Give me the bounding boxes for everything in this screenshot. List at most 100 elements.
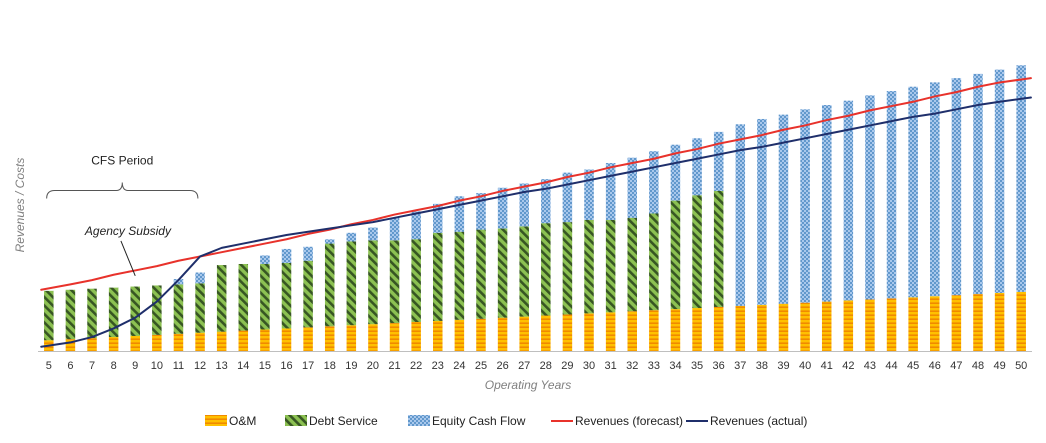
agency-subsidy-pointer <box>120 240 136 277</box>
bar-o-m-7 <box>87 338 97 351</box>
bar-debt-service-8 <box>108 287 119 338</box>
bar-debt-service-24 <box>454 231 465 320</box>
bar-o-m-44 <box>886 298 897 351</box>
bar-debt-service-17 <box>303 260 313 328</box>
bar-o-m-38 <box>757 304 767 351</box>
bar-equity-cash-flow-41 <box>821 105 832 302</box>
bar-o-m-14 <box>238 330 249 351</box>
bar-o-m-26 <box>497 317 508 351</box>
legend-swatch-equity-cash-flow <box>408 415 430 426</box>
bar-equity-cash-flow-35 <box>692 138 702 196</box>
bar-equity-cash-flow-21 <box>389 217 400 241</box>
x-tick-label-30: 30 <box>583 360 595 372</box>
bar-o-m-31 <box>605 312 616 351</box>
bar-equity-cash-flow-28 <box>541 179 551 224</box>
bar-o-m-50 <box>1016 291 1026 351</box>
x-tick-label-35: 35 <box>691 360 703 372</box>
bar-debt-service-6 <box>65 289 76 340</box>
bar-o-m-30 <box>584 313 594 351</box>
bar-debt-service-27 <box>519 226 529 317</box>
bar-o-m-15 <box>260 329 270 351</box>
bar-o-m-10 <box>152 334 162 351</box>
cfs-period-bracket <box>46 182 199 199</box>
bar-o-m-29 <box>562 314 573 351</box>
x-tick-label-41: 41 <box>821 360 833 372</box>
x-tick-label-23: 23 <box>432 360 444 372</box>
x-tick-label-26: 26 <box>496 360 508 372</box>
line-revenues-actual <box>40 96 1032 348</box>
x-tick-label-19: 19 <box>345 360 357 372</box>
bar-o-m-27 <box>519 316 529 351</box>
y-axis-title: Revenues / Costs <box>13 158 27 253</box>
legend-label-revenues-actual: Revenues (actual) <box>710 414 807 428</box>
bar-equity-cash-flow-30 <box>584 169 594 220</box>
x-tick-label-11: 11 <box>173 360 184 372</box>
bar-debt-service-21 <box>389 240 400 324</box>
bar-debt-service-26 <box>497 228 508 318</box>
bar-o-m-48 <box>973 294 983 351</box>
x-tick-label-40: 40 <box>799 360 811 372</box>
bar-debt-service-5 <box>44 290 54 341</box>
bar-o-m-25 <box>476 318 486 351</box>
ticks-layer: 5 6 7 8 9 10 11 12 13 14 15 16 17 18 19 20 21 22 23 24 25 26 2… <box>46 360 1028 372</box>
bar-o-m-19 <box>346 325 357 351</box>
x-tick-label-29: 29 <box>561 360 573 372</box>
x-tick-label-45: 45 <box>907 360 919 372</box>
bar-equity-cash-flow-42 <box>843 100 854 301</box>
bar-debt-service-18 <box>324 243 335 327</box>
x-tick-label-47: 47 <box>950 360 962 372</box>
bar-debt-service-16 <box>281 262 292 329</box>
bar-equity-cash-flow-34 <box>670 144 681 201</box>
x-tick-label-32: 32 <box>626 360 638 372</box>
bar-o-m-16 <box>281 328 292 351</box>
bar-equity-cash-flow-20 <box>368 227 378 241</box>
bar-debt-service-9 <box>130 286 140 336</box>
bar-o-m-35 <box>692 308 702 351</box>
bar-equity-cash-flow-45 <box>908 86 918 298</box>
bar-debt-service-22 <box>411 239 421 322</box>
legend-item-equity-cash-flow: Equity Cash Flow <box>408 414 526 428</box>
bar-equity-cash-flow-50 <box>1016 65 1026 292</box>
x-tick-label-43: 43 <box>864 360 876 372</box>
x-tick-label-27: 27 <box>518 360 530 372</box>
bar-equity-cash-flow-36 <box>713 131 724 191</box>
bar-o-m-23 <box>433 320 443 351</box>
bar-equity-cash-flow-49 <box>994 69 1005 293</box>
x-tick-label-16: 16 <box>280 360 292 372</box>
bar-equity-cash-flow-25 <box>476 193 486 230</box>
bar-o-m-22 <box>411 322 421 351</box>
annotations-layer: CFS Period Agency Subsidy <box>46 154 199 277</box>
bar-debt-service-25 <box>476 229 486 319</box>
bar-o-m-12 <box>195 332 205 351</box>
bar-equity-cash-flow-29 <box>562 172 573 223</box>
bar-o-m-13 <box>216 331 227 351</box>
x-tick-label-48: 48 <box>972 360 984 372</box>
x-tick-label-28: 28 <box>540 360 552 372</box>
bar-o-m-33 <box>649 310 659 351</box>
bar-o-m-20 <box>368 324 378 351</box>
bar-equity-cash-flow-47 <box>951 78 962 296</box>
x-tick-label-24: 24 <box>453 360 465 372</box>
x-tick-label-49: 49 <box>993 360 1005 372</box>
bar-equity-cash-flow-24 <box>454 196 465 232</box>
x-tick-label-31: 31 <box>605 360 617 372</box>
bar-equity-cash-flow-12 <box>195 272 205 284</box>
bar-debt-service-34 <box>670 200 681 310</box>
legend-label-revenues-forecast: Revenues (forecast) <box>575 414 683 428</box>
bar-equity-cash-flow-19 <box>346 232 357 242</box>
bar-debt-service-35 <box>692 195 702 309</box>
x-tick-label-44: 44 <box>885 360 897 372</box>
bar-o-m-36 <box>713 306 724 351</box>
x-tick-label-25: 25 <box>475 360 487 372</box>
x-axis-title: Operating Years <box>485 378 572 392</box>
bar-equity-cash-flow-11 <box>173 279 184 285</box>
bar-equity-cash-flow-48 <box>973 73 983 295</box>
bar-equity-cash-flow-18 <box>324 239 335 244</box>
bar-o-m-41 <box>821 301 832 351</box>
bar-equity-cash-flow-27 <box>519 183 529 227</box>
bar-o-m-32 <box>627 311 637 351</box>
bar-debt-service-31 <box>605 219 616 313</box>
x-tick-label-15: 15 <box>259 360 271 372</box>
